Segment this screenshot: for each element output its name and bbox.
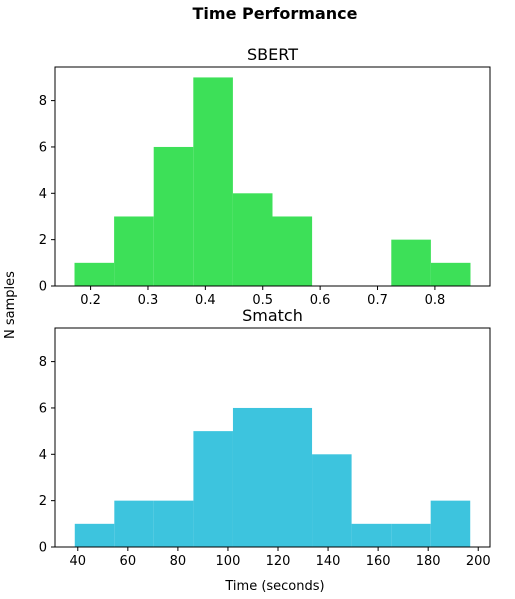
smatch-histogram: Smatch 40 60 80 100 120 140 160 180 200 0 2 4 6 8 [39,306,491,569]
histogram-bar [74,262,115,286]
x-tick-label: 80 [170,554,187,569]
histogram-bar [74,523,115,547]
histogram-bar [430,500,471,547]
histogram-bar [272,216,313,286]
y-tick-label: 2 [39,233,47,248]
x-tick-label: 0.2 [80,293,101,308]
x-tick-label: 120 [266,554,291,569]
x-tick-label: 140 [316,554,341,569]
y-tick-label: 0 [39,541,47,556]
x-tick-label: 0.3 [138,293,159,308]
histogram-bar [351,523,392,547]
axes-frame [54,327,491,548]
x-tick-label: 60 [120,554,137,569]
y-tick-label: 6 [39,140,47,155]
x-axis-label: Time (seconds) [224,579,324,594]
panel-title: Smatch [242,306,303,325]
y-axis-label: N samples [3,271,18,339]
y-tick-label: 4 [39,187,47,202]
y-tick-label: 8 [39,94,47,109]
x-tick-label: 0.4 [195,293,216,308]
histogram-bar [193,431,233,547]
histogram-bar [272,407,313,547]
y-tick-label: 4 [39,448,47,463]
sbert-histogram: SBERT 0.2 0.3 0.4 0.5 0.6 0.7 0.8 0 2 4 6 8 [39,45,491,308]
figure-title: Time Performance [193,4,358,23]
histogram-bar [232,407,273,547]
x-tick-label: 0.6 [310,293,331,308]
panel-title: SBERT [247,45,298,64]
histogram-bar [193,77,233,286]
histogram-bar [391,523,431,547]
x-tick-label: 160 [366,554,391,569]
x-tick-label: 180 [416,554,441,569]
x-tick-label: 40 [70,554,87,569]
x-tick-label: 200 [466,554,491,569]
x-tick-label: 100 [216,554,241,569]
histogram-bar [232,193,273,286]
histogram-bar [114,500,154,547]
x-tick-label: 0.7 [367,293,388,308]
histogram-bar [391,239,431,286]
y-tick-label: 8 [39,355,47,370]
histogram-bar [153,500,194,547]
histogram-bar [430,262,471,286]
histogram-bar [153,146,194,286]
y-tick-label: 2 [39,494,47,509]
x-tick-label: 0.5 [252,293,273,308]
y-tick-label: 6 [39,401,47,416]
x-tick-label: 0.8 [425,293,446,308]
axes-frame [54,66,491,287]
y-tick-label: 0 [39,280,47,295]
histogram-bar [114,216,154,286]
histogram-bar [312,454,352,547]
